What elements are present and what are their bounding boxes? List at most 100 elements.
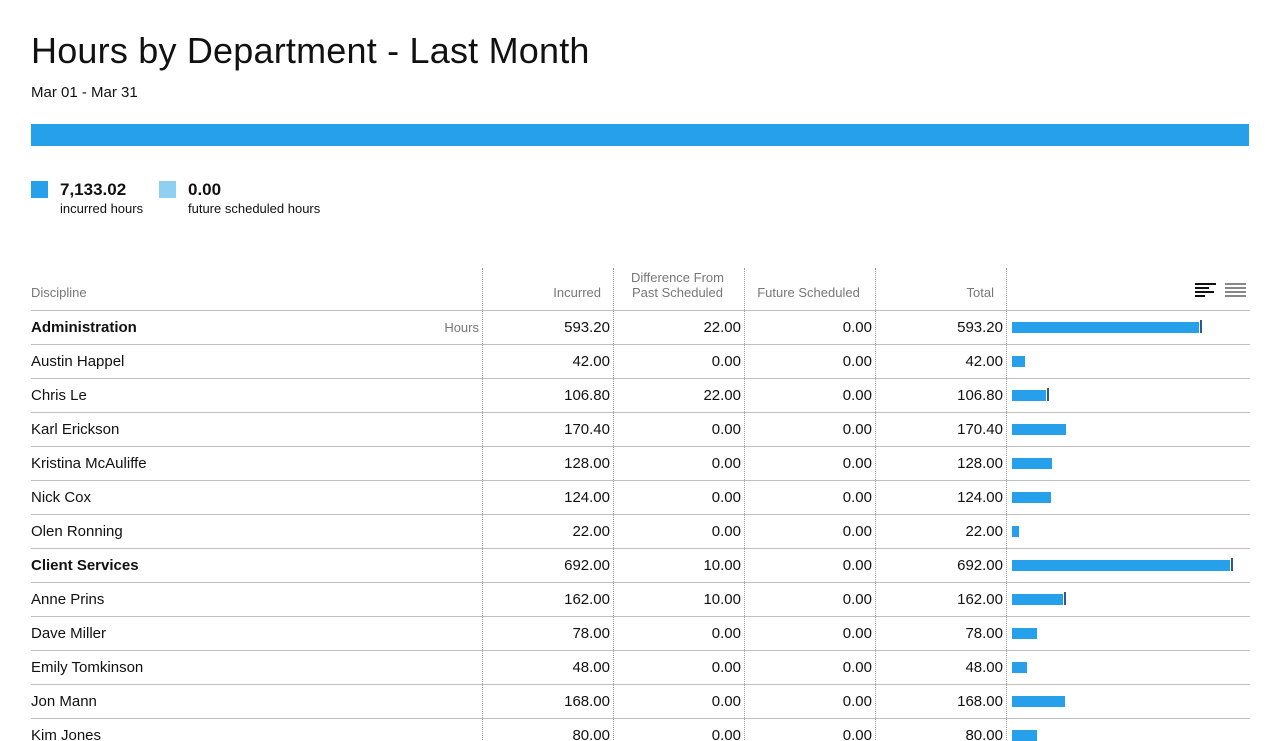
table-row[interactable]: Jon Mann 168.00 0.00 0.00 168.00 — [31, 685, 1250, 719]
row-total: 124.00 — [957, 489, 1003, 506]
row-future: 0.00 — [842, 727, 872, 741]
row-total: 106.80 — [957, 387, 1003, 404]
row-future: 0.00 — [842, 625, 872, 642]
table-row[interactable]: Nick Cox 124.00 0.00 0.00 124.00 — [31, 481, 1250, 515]
row-incurred: 692.00 — [564, 557, 610, 574]
table-row[interactable]: Kristina McAuliffe 128.00 0.00 0.00 128.00 — [31, 447, 1250, 481]
scheduled-marker — [1200, 320, 1202, 333]
column-header-total[interactable]: Total — [966, 285, 994, 300]
incurred-hours-value: 7,133.02 — [60, 180, 127, 199]
table-row[interactable]: Emily Tomkinson 48.00 0.00 0.00 48.00 — [31, 651, 1250, 685]
row-bar-cell — [1012, 515, 1248, 548]
row-name: Emily Tomkinson — [31, 659, 144, 676]
table-row[interactable]: Kim Jones 80.00 0.00 0.00 80.00 — [31, 719, 1250, 741]
row-incurred: 106.80 — [564, 387, 610, 404]
row-name: Jon Mann — [31, 693, 97, 710]
row-bar-cell — [1012, 685, 1248, 718]
row-incurred: 48.00 — [572, 659, 610, 676]
row-bar-cell — [1012, 311, 1248, 344]
row-difference: 0.00 — [711, 693, 741, 710]
column-header-difference[interactable]: Difference From Past Scheduled — [614, 270, 741, 300]
column-header-discipline[interactable]: Discipline — [31, 285, 87, 300]
row-name: Dave Miller — [31, 625, 107, 642]
incurred-bar — [1012, 560, 1230, 571]
row-name: Olen Ronning — [31, 523, 123, 540]
row-future: 0.00 — [842, 591, 872, 608]
row-name: Kristina McAuliffe — [31, 455, 147, 472]
row-name: Nick Cox — [31, 489, 92, 506]
row-difference: 10.00 — [703, 557, 741, 574]
row-total: 692.00 — [957, 557, 1003, 574]
row-incurred: 22.00 — [572, 523, 610, 540]
row-future: 0.00 — [842, 353, 872, 370]
row-bar-cell — [1012, 481, 1248, 514]
scheduled-marker — [1231, 558, 1233, 571]
row-incurred: 128.00 — [564, 455, 610, 472]
row-total: 48.00 — [965, 659, 1003, 676]
incurred-bar — [1012, 526, 1019, 537]
row-difference: 0.00 — [711, 727, 741, 741]
row-incurred: 162.00 — [564, 591, 610, 608]
row-difference: 0.00 — [711, 353, 741, 370]
row-total: 162.00 — [957, 591, 1003, 608]
row-future: 0.00 — [842, 421, 872, 438]
row-bar-cell — [1012, 345, 1248, 378]
row-future: 0.00 — [842, 455, 872, 472]
incurred-bar — [1012, 662, 1027, 673]
row-difference: 10.00 — [703, 591, 741, 608]
incurred-bar — [1012, 492, 1051, 503]
row-difference: 0.00 — [711, 489, 741, 506]
group-row[interactable]: Administration Hours 593.20 22.00 0.00 593.20 — [31, 311, 1250, 345]
row-difference: 22.00 — [703, 319, 741, 336]
row-future: 0.00 — [842, 489, 872, 506]
row-future: 0.00 — [842, 387, 872, 404]
incurred-swatch — [31, 181, 48, 198]
row-difference: 0.00 — [711, 659, 741, 676]
row-total: 168.00 — [957, 693, 1003, 710]
incurred-bar — [1012, 356, 1025, 367]
table-row[interactable]: Austin Happel 42.00 0.00 0.00 42.00 — [31, 345, 1250, 379]
row-incurred: 168.00 — [564, 693, 610, 710]
row-total: 42.00 — [965, 353, 1003, 370]
table-row[interactable]: Chris Le 106.80 22.00 0.00 106.80 — [31, 379, 1250, 413]
incurred-bar — [1012, 696, 1065, 707]
table-row[interactable]: Dave Miller 78.00 0.00 0.00 78.00 — [31, 617, 1250, 651]
scheduled-marker — [1047, 388, 1049, 401]
table-row[interactable]: Karl Erickson 170.40 0.00 0.00 170.40 — [31, 413, 1250, 447]
row-total: 170.40 — [957, 421, 1003, 438]
future-hours-label: future scheduled hours — [188, 201, 321, 216]
row-bar-cell — [1012, 651, 1248, 684]
row-total: 22.00 — [965, 523, 1003, 540]
incurred-bar — [1012, 730, 1037, 741]
scheduled-marker — [1064, 592, 1066, 605]
incurred-bar — [1012, 594, 1063, 605]
row-name: Karl Erickson — [31, 421, 120, 438]
row-future: 0.00 — [842, 523, 872, 540]
hours-progress-bar — [31, 124, 1249, 146]
row-incurred: 593.20 — [564, 319, 610, 336]
row-incurred: 42.00 — [572, 353, 610, 370]
table-row[interactable]: Olen Ronning 22.00 0.00 0.00 22.00 — [31, 515, 1250, 549]
group-row[interactable]: Client Services 692.00 10.00 0.00 692.00 — [31, 549, 1250, 583]
list-view-icon[interactable] — [1225, 283, 1246, 297]
row-incurred: 170.40 — [564, 421, 610, 438]
row-difference: 0.00 — [711, 455, 741, 472]
bar-chart-view-icon[interactable] — [1195, 283, 1216, 297]
row-name: Austin Happel — [31, 353, 125, 370]
row-total: 128.00 — [957, 455, 1003, 472]
difference-header-line-1: Difference From — [631, 270, 724, 285]
row-bar-cell — [1012, 379, 1248, 412]
column-header-future[interactable]: Future Scheduled — [757, 285, 860, 300]
row-total: 78.00 — [965, 625, 1003, 642]
column-header-incurred[interactable]: Incurred — [553, 285, 601, 300]
hours-table: Discipline Incurred Difference From Past… — [31, 268, 1250, 741]
incurred-bar — [1012, 390, 1046, 401]
row-bar-cell — [1012, 549, 1248, 582]
row-difference: 0.00 — [711, 523, 741, 540]
table-row[interactable]: Anne Prins 162.00 10.00 0.00 162.00 — [31, 583, 1250, 617]
row-future: 0.00 — [842, 557, 872, 574]
incurred-bar — [1012, 322, 1199, 333]
table-header: Discipline Incurred Difference From Past… — [31, 268, 1250, 311]
future-swatch — [159, 181, 176, 198]
row-total: 80.00 — [965, 727, 1003, 741]
